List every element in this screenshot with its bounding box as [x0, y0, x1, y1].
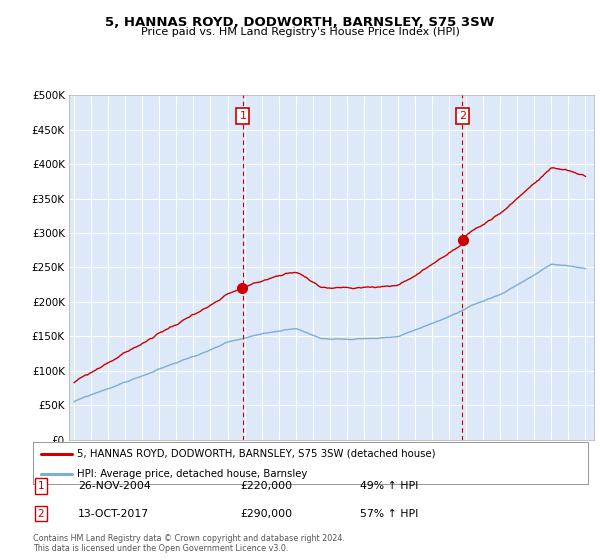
Text: £290,000: £290,000 — [240, 508, 292, 519]
Text: Price paid vs. HM Land Registry's House Price Index (HPI): Price paid vs. HM Land Registry's House … — [140, 27, 460, 37]
Text: 2: 2 — [459, 111, 466, 121]
Text: 1: 1 — [37, 481, 44, 491]
Text: HPI: Average price, detached house, Barnsley: HPI: Average price, detached house, Barn… — [77, 469, 308, 479]
Text: 13-OCT-2017: 13-OCT-2017 — [78, 508, 149, 519]
Text: £220,000: £220,000 — [240, 481, 292, 491]
Text: 26-NOV-2004: 26-NOV-2004 — [78, 481, 151, 491]
Text: 1: 1 — [239, 111, 247, 121]
Text: 57% ↑ HPI: 57% ↑ HPI — [360, 508, 418, 519]
Text: 5, HANNAS ROYD, DODWORTH, BARNSLEY, S75 3SW: 5, HANNAS ROYD, DODWORTH, BARNSLEY, S75 … — [106, 16, 494, 29]
Text: Contains HM Land Registry data © Crown copyright and database right 2024.
This d: Contains HM Land Registry data © Crown c… — [33, 534, 345, 553]
Text: 49% ↑ HPI: 49% ↑ HPI — [360, 481, 418, 491]
Text: 5, HANNAS ROYD, DODWORTH, BARNSLEY, S75 3SW (detached house): 5, HANNAS ROYD, DODWORTH, BARNSLEY, S75 … — [77, 449, 436, 459]
Text: 2: 2 — [37, 508, 44, 519]
